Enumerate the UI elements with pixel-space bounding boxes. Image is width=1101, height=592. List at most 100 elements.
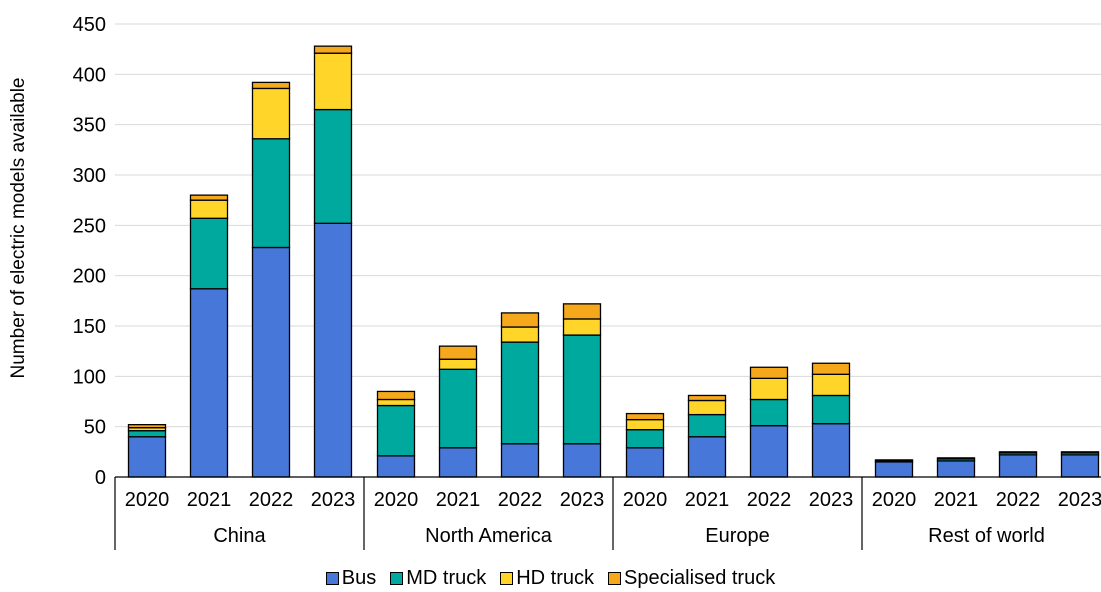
legend-item: Specialised truck: [608, 567, 775, 590]
y-tick-label: 300: [73, 165, 106, 187]
bar-segment-md-truck: [500, 341, 540, 445]
x-axis: 2020 2021 2022 2023 China 2020 2021 2022 2023 Nor…: [114, 476, 1101, 550]
bar-segment-bus: [998, 454, 1038, 478]
bar-segment-specialised-truck: [313, 45, 353, 54]
bar-segment-bus: [127, 436, 167, 478]
bar-segment-md-truck: [749, 398, 789, 427]
group-label: Europe: [705, 525, 770, 547]
bar-segment-md-truck: [438, 368, 478, 449]
bar-segment-md-truck: [811, 394, 851, 425]
legend-label: MD truck: [406, 567, 487, 589]
y-tick-label: 350: [73, 115, 106, 137]
x-tick-label: 2020: [623, 489, 668, 511]
legend-label: Specialised truck: [624, 567, 776, 589]
bar-segment-bus: [874, 461, 914, 478]
legend-label: HD truck: [516, 567, 595, 589]
x-tick-label: 2023: [560, 489, 605, 511]
y-tick-label: 150: [73, 316, 106, 338]
bar-segment-bus: [1060, 454, 1100, 478]
bar-segment-md-truck: [562, 334, 602, 445]
bar-segment-bus: [811, 422, 851, 478]
y-tick-label: 50: [84, 417, 106, 439]
x-tick-label: 2020: [872, 489, 917, 511]
bar-segment-hd-truck: [251, 87, 291, 140]
x-tick-label: 2022: [249, 489, 294, 511]
bar-segment-specialised-truck: [251, 81, 291, 90]
y-axis-label: Number of electric models available: [8, 78, 29, 379]
bar-segment-hd-truck: [376, 398, 416, 407]
legend-item: Bus: [325, 567, 377, 590]
legend-swatch: [390, 572, 404, 585]
legend-item: MD truck: [390, 567, 486, 590]
bar-segment-specialised-truck: [998, 451, 1038, 454]
bar-segment-specialised-truck: [376, 390, 416, 401]
bar-segment-md-truck: [189, 217, 229, 290]
group-label: Rest of world: [928, 525, 1045, 547]
y-tick-label: 100: [73, 366, 106, 388]
bar-segment-md-truck: [251, 138, 291, 249]
y-tick-label: 200: [73, 266, 106, 288]
bar-segment-bus: [500, 443, 540, 478]
x-tick-label: 2023: [311, 489, 356, 511]
legend: Bus MD truck HD truck Specialised truck: [0, 565, 1101, 592]
bar-segment-hd-truck: [438, 358, 478, 370]
bar-segment-bus: [376, 455, 416, 478]
bar-segment-hd-truck: [562, 318, 602, 336]
bar-segment-specialised-truck: [438, 345, 478, 360]
bar-segment-bus: [313, 222, 353, 478]
bar-segment-hd-truck: [313, 52, 353, 111]
bar-segment-md-truck: [625, 429, 665, 449]
x-tick-label: 2022: [747, 489, 792, 511]
legend-label: Bus: [341, 567, 377, 589]
bar-segment-hd-truck: [749, 377, 789, 401]
x-tick-label: 2020: [125, 489, 170, 511]
x-tick-label: 2022: [996, 489, 1041, 511]
bar-segment-md-truck: [687, 413, 727, 438]
x-tick-label: 2021: [436, 489, 481, 511]
bar-segment-md-truck: [313, 108, 353, 224]
bar-segment-specialised-truck: [687, 394, 727, 402]
group-label: China: [213, 525, 266, 547]
bar-segment-hd-truck: [625, 418, 665, 431]
bar-segment-bus: [562, 443, 602, 478]
x-tick-label: 2021: [685, 489, 730, 511]
bar-segment-specialised-truck: [500, 312, 540, 328]
bars: [127, 45, 1100, 478]
bar-segment-bus: [625, 447, 665, 478]
x-tick-label: 2021: [187, 489, 232, 511]
legend-item: HD truck: [500, 567, 594, 590]
x-tick-label: 2023: [1058, 489, 1101, 511]
bar-segment-bus: [438, 447, 478, 478]
group-label: North America: [425, 525, 553, 547]
bar-segment-bus: [936, 460, 976, 478]
y-tick-label: 400: [73, 64, 106, 86]
x-tick-label: 2020: [374, 489, 419, 511]
y-tick-label: 250: [73, 215, 106, 237]
bar-segment-hd-truck: [811, 373, 851, 397]
bar-segment-specialised-truck: [874, 459, 914, 462]
y-axis-ticks: 0 50 100 150 200 250 300 350 400 450: [73, 14, 106, 489]
y-tick-label: 0: [95, 467, 106, 489]
bar-segment-bus: [749, 425, 789, 478]
bar-segment-specialised-truck: [811, 362, 851, 375]
bar-segment-specialised-truck: [749, 366, 789, 379]
bar-segment-bus: [687, 436, 727, 478]
x-tick-label: 2021: [934, 489, 979, 511]
bar-segment-specialised-truck: [127, 424, 167, 429]
bar-segment-hd-truck: [500, 326, 540, 343]
x-tick-label: 2022: [498, 489, 543, 511]
bar-segment-bus: [251, 246, 291, 478]
bar-segment-specialised-truck: [936, 457, 976, 460]
x-tick-label: 2023: [809, 489, 854, 511]
bar-segment-md-truck: [127, 430, 167, 438]
bar-segment-md-truck: [376, 404, 416, 457]
y-tick-label: 450: [73, 14, 106, 36]
bar-segment-specialised-truck: [1060, 451, 1100, 454]
stacked-bar-chart: 0 50 100 150 200 250 300 350 400 450 2020 2021 2022…: [8, 14, 1101, 550]
bar-segment-specialised-truck: [562, 303, 602, 320]
legend-swatch: [325, 572, 339, 585]
bar-segment-hd-truck: [687, 399, 727, 416]
legend-swatch: [500, 572, 514, 585]
bar-segment-hd-truck: [189, 199, 229, 219]
legend-swatch: [608, 572, 622, 585]
